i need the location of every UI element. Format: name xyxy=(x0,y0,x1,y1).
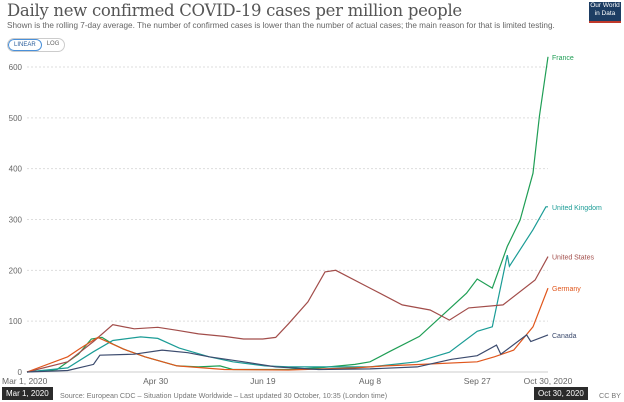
series-label: Germany xyxy=(552,286,581,293)
x-tick-label: Sep 27 xyxy=(464,376,491,386)
series-label: France xyxy=(552,55,574,62)
series-line-canada xyxy=(26,334,549,373)
source-note: Source: European CDC – Situation Update … xyxy=(60,391,388,400)
series-label: Canada xyxy=(552,333,577,340)
x-tick-label: Apr 30 xyxy=(143,376,168,386)
license-link[interactable]: CC BY xyxy=(599,391,621,400)
y-tick-label: 500 xyxy=(9,114,23,123)
scale-toggle[interactable]: LINEAR LOG xyxy=(7,38,66,52)
y-tick-label: 600 xyxy=(9,63,23,72)
series-label: United States xyxy=(552,255,595,262)
log-scale-button[interactable]: LOG xyxy=(46,41,60,47)
owid-logo[interactable]: Our World in Data xyxy=(589,2,621,23)
series-line-united-states xyxy=(26,256,549,373)
x-tick-label: Jun 19 xyxy=(250,376,276,386)
y-tick-label: 300 xyxy=(9,216,23,225)
x-tick-label: Aug 8 xyxy=(359,376,381,386)
chart-subtitle: Shown is the rolling 7-day average. The … xyxy=(7,21,555,30)
chart-title: Daily new confirmed COVID-19 cases per m… xyxy=(7,1,462,20)
series-line-germany xyxy=(26,287,549,373)
y-tick-label: 400 xyxy=(9,165,23,174)
series-line-united-kingdom xyxy=(26,206,548,373)
linear-scale-button[interactable]: LINEAR xyxy=(8,39,42,51)
y-tick-label: 100 xyxy=(9,317,23,326)
y-tick-label: 0 xyxy=(18,368,23,377)
end-date-handle[interactable]: Oct 30, 2020 xyxy=(534,387,588,400)
x-tick-label: Mar 1, 2020 xyxy=(2,376,48,386)
start-date-handle[interactable]: Mar 1, 2020 xyxy=(2,387,53,400)
y-tick-label: 200 xyxy=(9,266,23,275)
x-tick-label: Oct 30, 2020 xyxy=(524,376,573,386)
series-label: United Kingdom xyxy=(552,205,602,212)
logo-text: Our World in Data xyxy=(590,2,620,17)
